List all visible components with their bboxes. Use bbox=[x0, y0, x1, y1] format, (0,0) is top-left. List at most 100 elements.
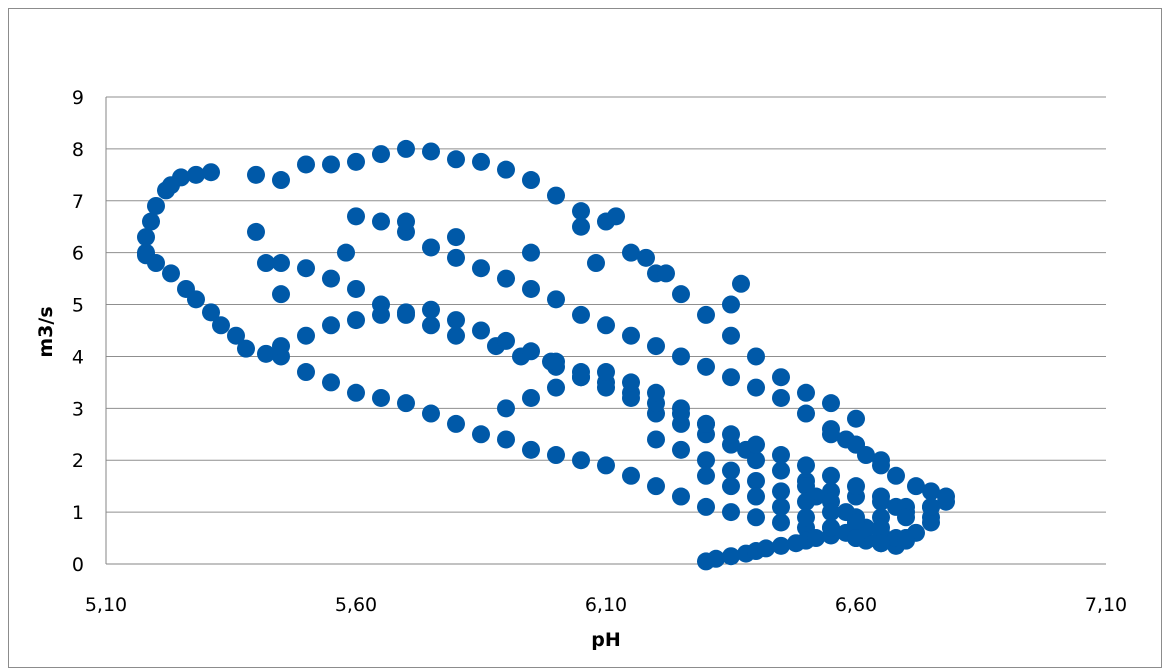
data-point bbox=[697, 466, 715, 485]
grid-lines bbox=[105, 96, 1106, 565]
data-point bbox=[897, 508, 915, 527]
data-point bbox=[522, 388, 540, 407]
data-point bbox=[772, 461, 790, 480]
data-point bbox=[887, 466, 905, 485]
data-point bbox=[227, 326, 245, 345]
data-point bbox=[772, 482, 790, 501]
data-point bbox=[622, 243, 640, 262]
data-point bbox=[597, 316, 615, 335]
data-point bbox=[497, 160, 515, 179]
data-point bbox=[822, 503, 840, 522]
data-point bbox=[202, 163, 220, 182]
data-point bbox=[897, 529, 915, 548]
x-tick-labels: 5,10 5,60 6,10 6,60 7,10 bbox=[85, 594, 1127, 616]
data-point bbox=[347, 279, 365, 298]
data-point bbox=[672, 440, 690, 459]
data-point bbox=[622, 373, 640, 392]
y-tick-label: 2 bbox=[72, 450, 84, 472]
data-point bbox=[497, 399, 515, 418]
data-point bbox=[142, 212, 160, 231]
data-point bbox=[397, 394, 415, 413]
data-point bbox=[322, 373, 340, 392]
data-point bbox=[672, 285, 690, 304]
data-point bbox=[472, 152, 490, 171]
data-point bbox=[572, 217, 590, 236]
data-point bbox=[347, 152, 365, 171]
data-point bbox=[522, 440, 540, 459]
data-point bbox=[347, 383, 365, 402]
data-point bbox=[872, 456, 890, 475]
data-point bbox=[722, 503, 740, 522]
data-point bbox=[722, 547, 740, 566]
data-point bbox=[847, 409, 865, 428]
data-point bbox=[797, 492, 815, 511]
data-point bbox=[522, 171, 540, 190]
data-point bbox=[497, 430, 515, 449]
data-point bbox=[672, 487, 690, 506]
data-point bbox=[722, 295, 740, 314]
y-tick-label: 9 bbox=[72, 87, 84, 109]
data-point bbox=[747, 435, 765, 454]
data-point bbox=[772, 368, 790, 387]
data-point bbox=[397, 303, 415, 322]
data-point bbox=[922, 482, 940, 501]
x-tick-label: 7,10 bbox=[1085, 594, 1127, 616]
data-point bbox=[772, 497, 790, 516]
data-point bbox=[187, 165, 205, 184]
data-point bbox=[637, 248, 655, 267]
data-point bbox=[572, 451, 590, 470]
data-point bbox=[747, 471, 765, 490]
data-point bbox=[272, 285, 290, 304]
data-point bbox=[322, 269, 340, 288]
data-point bbox=[747, 378, 765, 397]
data-point bbox=[857, 446, 875, 465]
y-tick-labels: 0 1 2 3 4 5 6 7 8 9 bbox=[72, 87, 84, 576]
data-point bbox=[697, 357, 715, 376]
data-point bbox=[247, 165, 265, 184]
data-point bbox=[922, 513, 940, 532]
data-point bbox=[347, 207, 365, 226]
data-points bbox=[137, 139, 955, 571]
data-point bbox=[447, 311, 465, 330]
data-point bbox=[722, 461, 740, 480]
data-point bbox=[547, 378, 565, 397]
data-point bbox=[597, 456, 615, 475]
data-point bbox=[822, 518, 840, 537]
data-point bbox=[522, 243, 540, 262]
data-point bbox=[732, 274, 750, 293]
data-point bbox=[747, 347, 765, 366]
data-point bbox=[347, 311, 365, 330]
data-point bbox=[212, 316, 230, 335]
data-point bbox=[622, 326, 640, 345]
data-point bbox=[587, 254, 605, 273]
data-point bbox=[872, 518, 890, 537]
data-point bbox=[147, 196, 165, 215]
data-point bbox=[422, 316, 440, 335]
data-point bbox=[147, 254, 165, 273]
y-tick-label: 0 bbox=[72, 554, 84, 576]
data-point bbox=[772, 536, 790, 555]
data-point bbox=[422, 238, 440, 257]
data-point bbox=[472, 259, 490, 278]
data-point bbox=[422, 300, 440, 319]
data-point bbox=[547, 290, 565, 309]
data-point bbox=[447, 150, 465, 169]
data-point bbox=[372, 212, 390, 231]
data-point bbox=[547, 186, 565, 205]
x-axis-title: pH bbox=[591, 629, 621, 651]
data-point bbox=[822, 466, 840, 485]
data-point bbox=[672, 347, 690, 366]
data-point bbox=[622, 466, 640, 485]
data-point bbox=[202, 303, 220, 322]
y-tick-label: 8 bbox=[72, 139, 84, 161]
scatter-chart: 0 1 2 3 4 5 6 7 8 9 5,10 5,60 6,10 6,60 7,10 pH m3/s bbox=[35, 87, 1127, 651]
data-point bbox=[907, 477, 925, 496]
data-point bbox=[272, 254, 290, 273]
data-point bbox=[722, 368, 740, 387]
data-point bbox=[447, 228, 465, 247]
data-point bbox=[397, 139, 415, 158]
x-tick-label: 6,60 bbox=[835, 594, 877, 616]
y-tick-label: 7 bbox=[72, 191, 84, 213]
data-point bbox=[672, 399, 690, 418]
data-point bbox=[772, 513, 790, 532]
